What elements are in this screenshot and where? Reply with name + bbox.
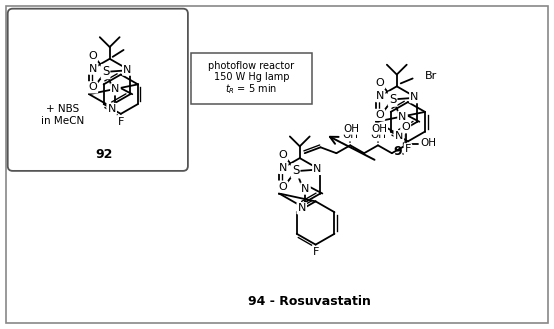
Text: O: O (376, 78, 384, 89)
Text: F: F (312, 247, 319, 258)
Text: F: F (405, 144, 411, 154)
Text: F: F (312, 247, 319, 258)
Text: OH: OH (343, 124, 359, 134)
Text: S: S (292, 164, 299, 177)
Text: 92: 92 (95, 148, 112, 161)
Text: OH: OH (370, 131, 386, 140)
FancyBboxPatch shape (191, 53, 312, 104)
Text: O: O (401, 122, 410, 132)
Text: O: O (88, 51, 97, 61)
Text: 150 W Hg lamp: 150 W Hg lamp (213, 72, 289, 83)
Text: N: N (313, 164, 321, 174)
Text: Br: Br (424, 70, 437, 81)
Text: F: F (117, 117, 124, 127)
Text: + NBS
in MeCN: + NBS in MeCN (40, 104, 84, 126)
Text: OH: OH (420, 139, 437, 148)
Text: OH: OH (342, 131, 358, 140)
FancyBboxPatch shape (8, 9, 188, 171)
Text: OH: OH (371, 124, 387, 134)
Text: N: N (297, 203, 306, 213)
Text: N: N (376, 91, 384, 101)
Text: 94 - Rosuvastatin: 94 - Rosuvastatin (248, 295, 371, 308)
Text: N: N (398, 112, 407, 122)
Text: S: S (389, 93, 396, 106)
Text: N: N (89, 63, 98, 74)
Text: N: N (410, 92, 419, 102)
Text: N: N (111, 84, 120, 94)
Text: O: O (278, 182, 287, 191)
Text: O: O (88, 82, 97, 92)
Text: photoflow reactor: photoflow reactor (208, 61, 294, 71)
Text: N: N (107, 104, 116, 114)
Text: N: N (301, 184, 310, 193)
Text: $t_R$ = 5 min: $t_R$ = 5 min (225, 82, 278, 96)
FancyBboxPatch shape (6, 6, 548, 323)
Text: 93: 93 (393, 145, 411, 158)
Text: O: O (376, 110, 384, 120)
Text: N: N (394, 132, 403, 141)
Text: N: N (279, 163, 288, 173)
Text: O: O (278, 150, 287, 160)
Text: S: S (102, 65, 109, 78)
Text: N: N (123, 64, 131, 75)
